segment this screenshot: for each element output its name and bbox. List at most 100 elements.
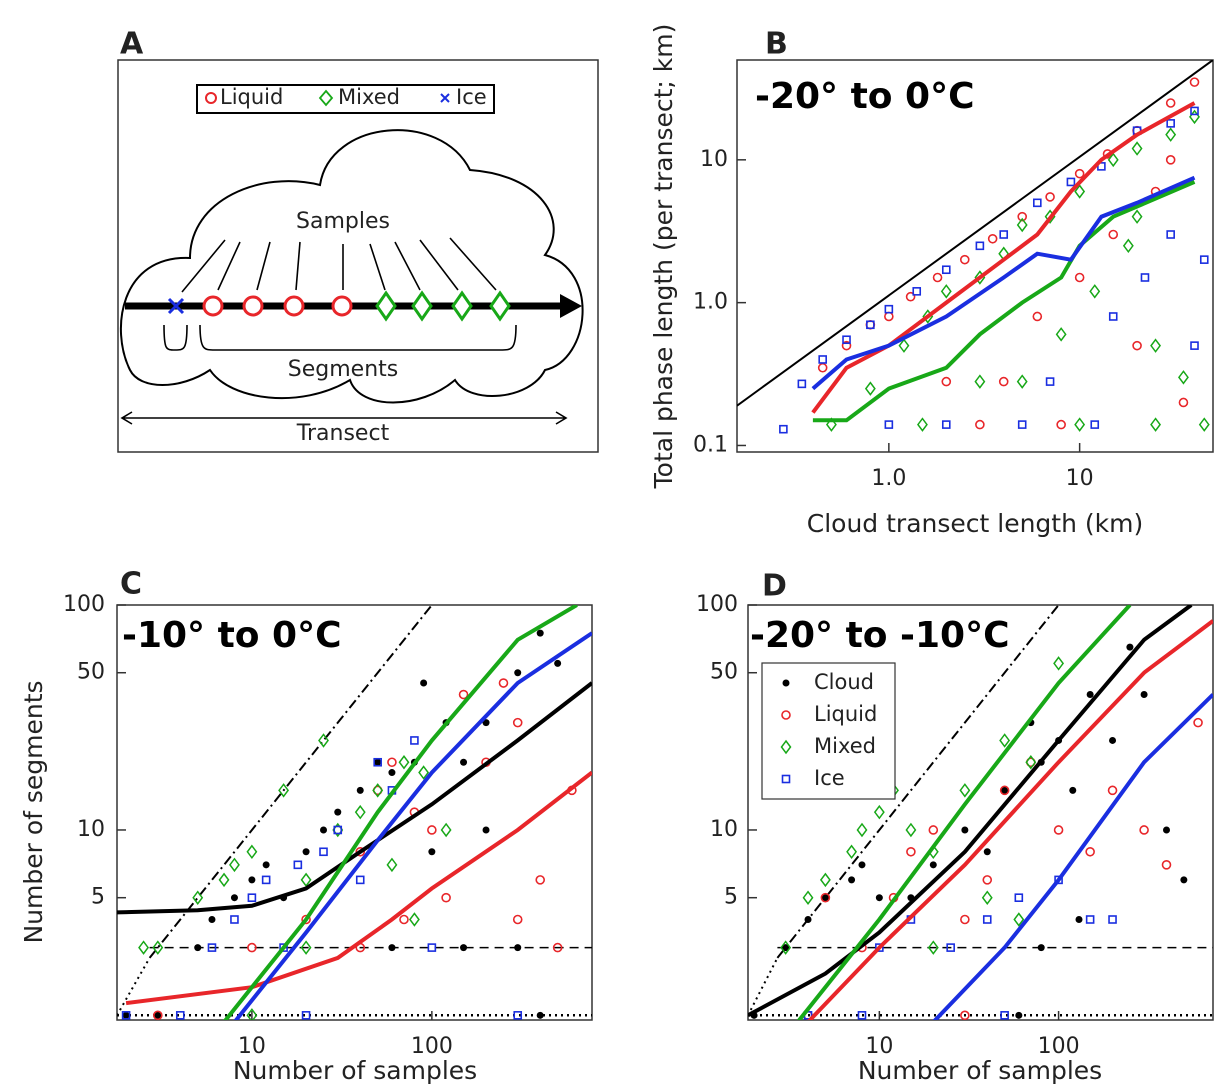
- data-point: [1033, 198, 1042, 208]
- data-point: [975, 419, 985, 430]
- segments-label: Segments: [288, 357, 398, 382]
- series-line: [117, 957, 151, 1016]
- data-point: [819, 872, 831, 888]
- data-point: [1097, 162, 1106, 171]
- data-point: [122, 1011, 130, 1019]
- data-point: [194, 944, 202, 952]
- data-point: [293, 860, 303, 870]
- data-point: [884, 304, 894, 314]
- data-point: [302, 848, 310, 856]
- liquid-samples: [202, 295, 353, 317]
- data-point: [875, 943, 884, 952]
- data-point: [552, 942, 563, 953]
- data-point: [218, 872, 230, 888]
- data-point: [1108, 229, 1119, 240]
- data-point: [1162, 826, 1170, 834]
- plot-frame: [736, 59, 1214, 453]
- data-point: [420, 679, 428, 687]
- legend-label: Liquid: [814, 702, 877, 726]
- data-point: [230, 894, 238, 902]
- data-point: [1109, 736, 1117, 744]
- data-point: [320, 826, 328, 834]
- data-point: [975, 241, 985, 251]
- data-point: [780, 940, 792, 955]
- data-point: [152, 1010, 163, 1020]
- data-point: [858, 861, 866, 869]
- data-point: [866, 320, 875, 330]
- chart-panel: B 1.0 10 0.1 1.0 10 Cloud transect length (km)…: [649, 24, 1214, 538]
- data-point: [1045, 192, 1055, 202]
- data-point: [1132, 340, 1142, 351]
- data-point: [941, 420, 951, 429]
- segment-brackets: [163, 324, 517, 351]
- data-point: [441, 892, 451, 903]
- data-point: [482, 719, 490, 727]
- y-tick-label: 5: [724, 885, 738, 910]
- data-point: [940, 284, 952, 299]
- data-point: [983, 848, 991, 856]
- data-point: [842, 335, 851, 345]
- data-point: [1017, 211, 1028, 222]
- data-point: [247, 942, 257, 953]
- data-point: [905, 822, 917, 838]
- x-axis-label: Number of samples: [233, 1056, 477, 1084]
- data-point: [1074, 417, 1086, 432]
- data-point: [512, 717, 523, 728]
- data-point: [208, 915, 216, 923]
- data-point: [1045, 377, 1055, 386]
- data-point: [388, 944, 396, 952]
- y-tick-label: 1.0: [693, 290, 728, 315]
- data-point: [932, 272, 943, 283]
- data-point: [782, 944, 790, 952]
- data-point: [1001, 786, 1009, 794]
- data-point: [779, 424, 788, 434]
- series-line: [811, 101, 1196, 414]
- data-point: [372, 783, 384, 798]
- data-point: [278, 783, 290, 798]
- data-point: [846, 844, 858, 860]
- data-point: [873, 804, 885, 820]
- legend-marker: [782, 679, 790, 687]
- data-point: [1069, 786, 1077, 794]
- data-point: [848, 876, 856, 884]
- series-line: [233, 631, 592, 1020]
- series-line: [812, 180, 1196, 423]
- data-point: [917, 417, 928, 432]
- data-point: [1150, 417, 1162, 432]
- data-point: [428, 848, 436, 856]
- data-point: [1107, 152, 1119, 168]
- data-point: [248, 876, 256, 884]
- data-point: [912, 287, 922, 296]
- plot-frame: [116, 604, 593, 1021]
- data-point: [981, 890, 993, 905]
- series-line: [748, 605, 1193, 1018]
- data-point: [875, 894, 883, 902]
- legend-marker: [780, 739, 792, 755]
- data-point: [1015, 1011, 1023, 1019]
- data-point: [1131, 141, 1143, 156]
- data-point: [192, 890, 204, 905]
- data-point: [230, 915, 239, 924]
- data-point: [247, 893, 257, 902]
- data-point: [941, 265, 951, 275]
- data-point: [1053, 825, 1064, 835]
- data-point: [279, 943, 288, 952]
- data-point: [154, 1011, 162, 1019]
- y-tick-label: 100: [63, 592, 105, 617]
- data-point: [440, 822, 452, 838]
- data-point: [960, 1010, 970, 1020]
- data-point: [841, 340, 852, 351]
- data-point: [941, 376, 952, 387]
- panel-label: D: [762, 569, 787, 604]
- plot-area: [737, 60, 1213, 434]
- data-point: [300, 940, 312, 955]
- data-point: [354, 804, 366, 820]
- data-point: [1108, 915, 1117, 924]
- y-tick-label: 50: [77, 660, 105, 685]
- sample-arrows: [181, 237, 497, 293]
- legend-label: Mixed: [338, 85, 400, 109]
- data-point: [175, 1011, 185, 1020]
- samples-label: Samples: [296, 209, 390, 234]
- y-tick-label: 5: [91, 885, 105, 910]
- data-point: [1089, 284, 1101, 299]
